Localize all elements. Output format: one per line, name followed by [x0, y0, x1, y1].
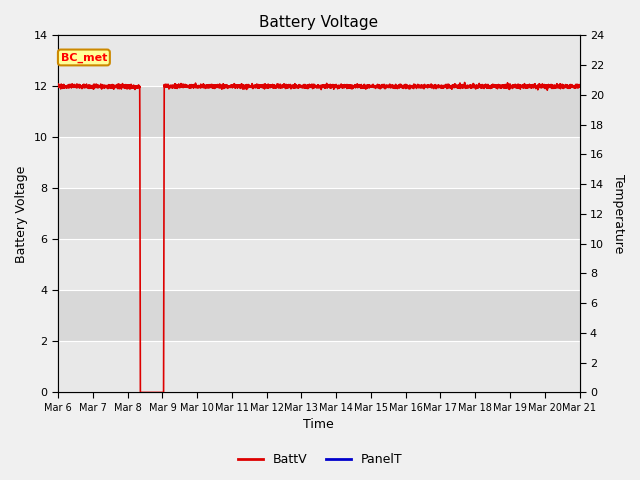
- Y-axis label: Temperature: Temperature: [612, 174, 625, 253]
- Legend: BattV, PanelT: BattV, PanelT: [232, 448, 408, 471]
- Bar: [58, 86, 579, 137]
- Bar: [58, 290, 579, 341]
- Bar: [58, 137, 579, 188]
- Bar: [58, 36, 579, 86]
- Bar: [58, 341, 579, 393]
- Bar: [58, 240, 579, 290]
- Bar: [58, 188, 579, 240]
- Title: Battery Voltage: Battery Voltage: [259, 15, 378, 30]
- X-axis label: Time: Time: [303, 419, 334, 432]
- Text: BC_met: BC_met: [61, 52, 107, 62]
- Y-axis label: Battery Voltage: Battery Voltage: [15, 165, 28, 263]
